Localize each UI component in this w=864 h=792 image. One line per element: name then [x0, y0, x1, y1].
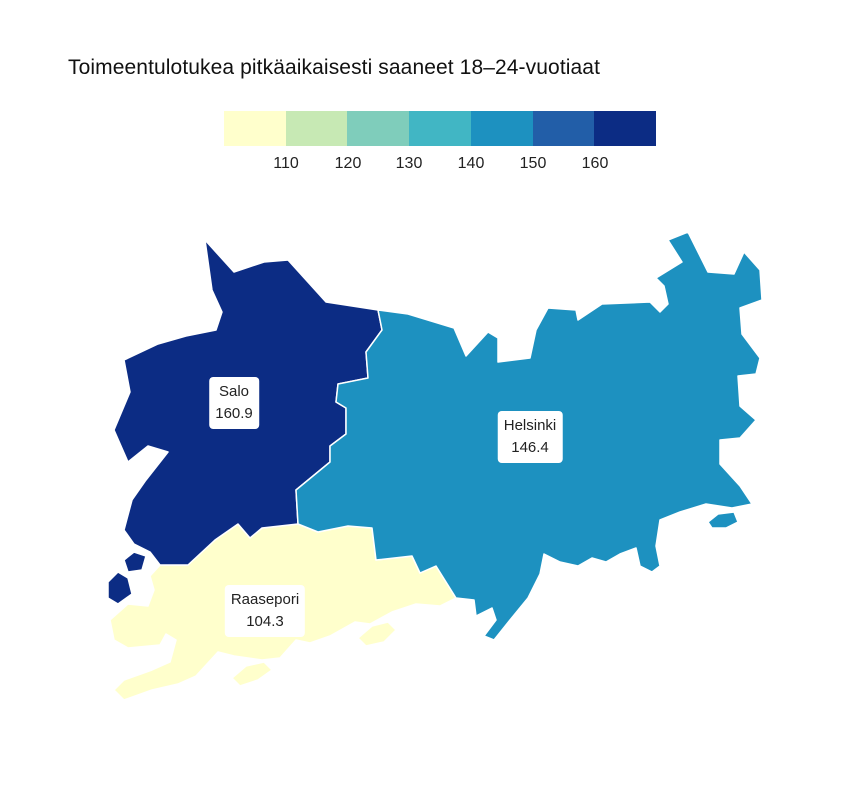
- legend-swatch: [224, 111, 286, 146]
- region-label-raasepori: Raasepori 104.3: [224, 585, 306, 637]
- legend-tick: 110: [273, 155, 299, 172]
- color-legend: 110 120 130 140 150 160: [224, 111, 657, 181]
- legend-tick: 160: [581, 155, 609, 172]
- region-value: 160.9: [215, 405, 253, 422]
- legend-swatch: [470, 111, 533, 146]
- region-name: Salo: [218, 383, 250, 400]
- legend-tick: 150: [519, 155, 547, 172]
- region-label-salo: Salo 160.9: [209, 377, 259, 429]
- legend-swatch: [532, 111, 595, 146]
- legend-swatch: [594, 111, 657, 146]
- page-title: Toimeentulotukea pitkäaikaisesti saaneet…: [68, 56, 601, 79]
- island-shape[interactable]: [123, 551, 147, 573]
- island-shape[interactable]: [357, 621, 397, 647]
- legend-swatch: [285, 111, 348, 146]
- island-shape[interactable]: [231, 661, 273, 687]
- region-name: Helsinki: [503, 417, 557, 434]
- legend-tick: 120: [334, 155, 362, 172]
- legend-tick: 130: [395, 155, 423, 172]
- legend-swatch: [409, 111, 471, 146]
- region-name: Raasepori: [230, 591, 300, 608]
- island-shape[interactable]: [707, 511, 739, 529]
- region-value: 104.3: [246, 613, 284, 630]
- region-label-helsinki: Helsinki 146.4: [497, 411, 563, 463]
- region-value: 146.4: [511, 439, 549, 456]
- island-shape[interactable]: [107, 571, 133, 605]
- legend-swatch: [347, 111, 410, 146]
- legend-tick: 140: [457, 155, 485, 172]
- legend-bar: [224, 111, 657, 146]
